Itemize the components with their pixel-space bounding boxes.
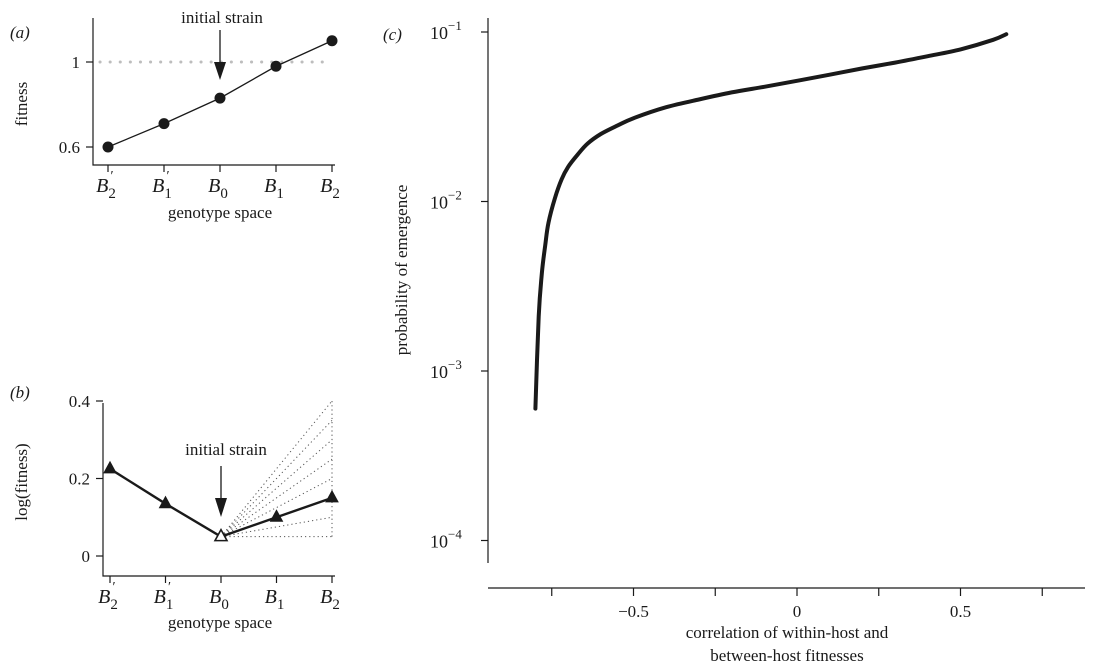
- panel-c-y-axis-label: probability of emergence: [392, 185, 411, 356]
- panel-b-markers: [103, 460, 339, 542]
- panel-b-point: [158, 495, 173, 509]
- panel-b-arrow-head: [215, 498, 227, 517]
- panel-b-label: (b): [10, 383, 30, 402]
- panel-c: (c) 10−4 10−3 10−2 10−1 probability of emer…: [383, 18, 1085, 665]
- panel-a-x-axis-label: genotype space: [168, 203, 272, 222]
- panel-a-x-tick-label: B0: [208, 175, 228, 202]
- panel-b-x-tick-label: B0: [209, 586, 229, 613]
- panel-b-x-axis-label: genotype space: [168, 613, 272, 632]
- panel-b-dotted-fan: [220, 400, 333, 538]
- panel-a-x-tick-label: B1: [264, 175, 284, 202]
- panel-a-x-ticks: B2′ B1′ B0 B1 B2: [96, 165, 340, 202]
- panel-b-annotation: initial strain: [185, 440, 267, 459]
- panel-b-point: [103, 460, 117, 474]
- panel-b-dotted-line: [220, 478, 333, 538]
- panel-a-y-tick-label: 0.6: [59, 138, 80, 157]
- panel-b-x-tick-label: B1: [265, 586, 285, 613]
- panel-a-point: [214, 92, 226, 104]
- panel-c-axes: [487, 18, 1085, 589]
- panel-a-point: [270, 60, 282, 72]
- panel-b-dotted-line: [220, 458, 333, 538]
- panel-a-arrow-head: [214, 62, 226, 80]
- panel-b-x-ticks: B2′ B1′ B0 B1 B2: [98, 576, 340, 613]
- panel-c-y-tick-label: 10−3: [430, 357, 462, 382]
- panel-b-y-tick-label: 0: [82, 547, 91, 566]
- panel-c-y-tick-label: 10−2: [430, 188, 462, 213]
- panel-b-dotted-line: [220, 439, 333, 538]
- panel-a-annotation: initial strain: [181, 8, 263, 27]
- panel-c-x-tick-label: 0: [793, 602, 802, 621]
- panel-a-axes: [92, 18, 335, 166]
- panel-a-point: [158, 118, 170, 130]
- panel-a: (a) 1 0.6 fitness B2′ B1′ B0 B1 B2 genotype …: [10, 8, 340, 222]
- panel-b: (b) 0 0.2 0.4 log(fitness) B2′ B1′ B0 B1 B2 ge…: [10, 383, 340, 632]
- panel-b-y-tick-label: 0.4: [69, 392, 91, 411]
- panel-a-y-axis-label: fitness: [12, 82, 31, 126]
- panel-c-y-tick-label: 10−4: [430, 527, 462, 552]
- panel-a-markers: [102, 35, 338, 153]
- panel-c-y-ticks: 10−4 10−3 10−2 10−1: [430, 18, 488, 552]
- panel-a-x-tick-label: B1′: [152, 169, 172, 202]
- panel-c-x-axis-label-line1: correlation of within-host and: [686, 623, 889, 642]
- panel-a-y-tick-label: 1: [72, 53, 81, 72]
- panel-c-x-ticks: −0.5 0 0.5: [551, 588, 1043, 621]
- panel-a-point: [326, 35, 338, 47]
- panel-c-label: (c): [383, 25, 402, 44]
- panel-c-x-tick-label: 0.5: [950, 602, 971, 621]
- panel-a-point: [102, 141, 114, 153]
- panel-b-point: [213, 527, 229, 542]
- panel-b-x-tick-label: B1′: [154, 580, 174, 613]
- panel-a-label: (a): [10, 23, 30, 42]
- panel-b-y-tick-label: 0.2: [69, 470, 90, 489]
- panel-b-dotted-line: [220, 420, 333, 537]
- panel-b-point: [269, 509, 284, 522]
- panel-c-series-line: [533, 32, 1009, 411]
- panel-c-x-axis-label-line2: between-host fitnesses: [710, 646, 863, 665]
- panel-b-y-ticks: 0 0.2 0.4: [69, 392, 103, 566]
- panel-b-y-axis-label: log(fitness): [12, 443, 31, 520]
- panel-b-axes: [102, 403, 335, 577]
- panel-c-x-tick-label: −0.5: [618, 602, 649, 621]
- panel-c-y-tick-label: 10−1: [430, 18, 462, 43]
- panel-b-x-tick-label: B2′: [98, 580, 118, 613]
- panel-a-x-tick-label: B2′: [96, 169, 116, 202]
- panel-b-point: [325, 489, 339, 503]
- panel-b-x-tick-label: B2: [320, 586, 340, 613]
- panel-a-x-tick-label: B2: [320, 175, 340, 202]
